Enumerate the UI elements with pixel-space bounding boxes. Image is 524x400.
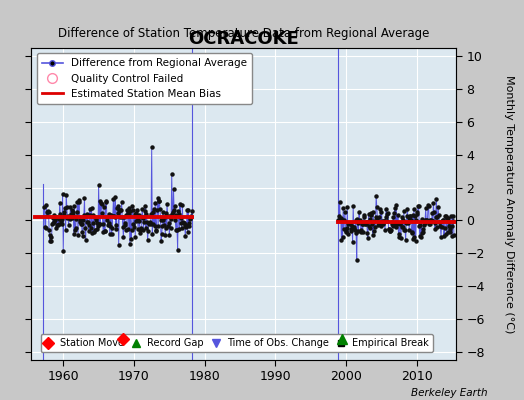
Text: Berkeley Earth: Berkeley Earth [411,388,487,398]
Text: Difference of Station Temperature Data from Regional Average: Difference of Station Temperature Data f… [58,27,429,40]
Title: OCRACOKE: OCRACOKE [188,30,299,48]
Y-axis label: Monthly Temperature Anomaly Difference (°C): Monthly Temperature Anomaly Difference (… [504,75,514,333]
Legend: Station Move, Record Gap, Time of Obs. Change, Empirical Break: Station Move, Record Gap, Time of Obs. C… [40,334,433,352]
